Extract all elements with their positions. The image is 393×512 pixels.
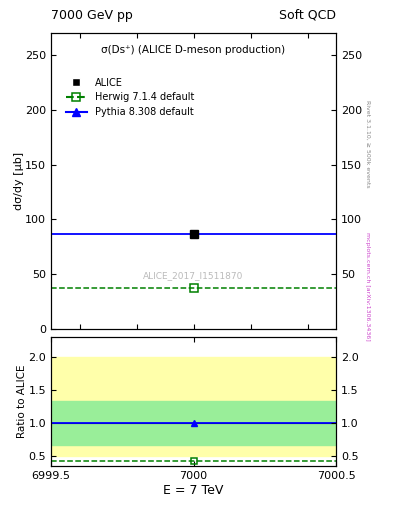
Text: 7000 GeV pp: 7000 GeV pp: [51, 9, 133, 22]
Text: Soft QCD: Soft QCD: [279, 9, 336, 22]
Bar: [51, 357, 336, 456]
Y-axis label: Ratio to ALICE: Ratio to ALICE: [17, 365, 27, 438]
Text: mcplots.cern.ch [arXiv:1306.3436]: mcplots.cern.ch [arXiv:1306.3436]: [365, 232, 370, 341]
X-axis label: E = 7 TeV: E = 7 TeV: [163, 483, 224, 497]
Text: σ(Ds⁺) (ALICE D-meson production): σ(Ds⁺) (ALICE D-meson production): [101, 45, 286, 55]
Y-axis label: dσ∕dy [μb]: dσ∕dy [μb]: [14, 152, 24, 210]
Bar: [51, 401, 336, 445]
Text: ALICE_2017_I1511870: ALICE_2017_I1511870: [143, 271, 244, 280]
Text: Rivet 3.1.10, ≥ 500k events: Rivet 3.1.10, ≥ 500k events: [365, 99, 370, 187]
Legend: ALICE, Herwig 7.1.4 default, Pythia 8.308 default: ALICE, Herwig 7.1.4 default, Pythia 8.30…: [62, 74, 198, 121]
